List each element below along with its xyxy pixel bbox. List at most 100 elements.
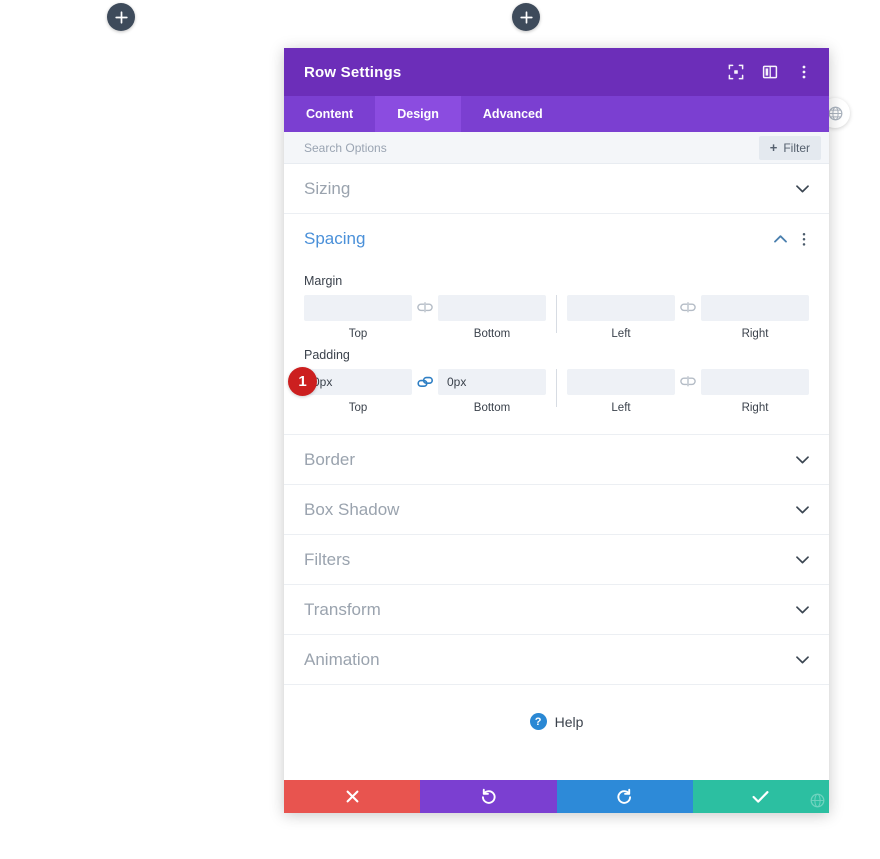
section-toggle-transform[interactable]: Transform	[284, 585, 829, 635]
modal-header: Row Settings	[284, 48, 829, 96]
margin-top-input[interactable]	[304, 295, 412, 321]
broken-link-icon	[417, 302, 433, 313]
tab-content[interactable]: Content	[306, 107, 354, 121]
padding-link-left-right-toggle[interactable]	[675, 369, 701, 395]
section-toggle-animation[interactable]: Animation	[284, 635, 829, 685]
plus-icon	[519, 10, 533, 24]
globe-icon	[828, 106, 842, 120]
padding-left-input[interactable]	[567, 369, 675, 395]
padding-link-top-bottom-toggle[interactable]	[412, 369, 438, 395]
margin-link-top-bottom-toggle[interactable]	[412, 295, 438, 321]
header-icon-group	[727, 63, 813, 81]
chevron-down-icon	[795, 503, 809, 517]
padding-right-cell: Right	[701, 369, 809, 414]
margin-bottom-input[interactable]	[438, 295, 546, 321]
padding-divider	[556, 369, 557, 407]
margin-top-bottom-group: Top Bottom	[304, 295, 546, 340]
modal-tabbar: Content Design Advanced	[284, 96, 829, 132]
chevron-down-icon	[795, 453, 809, 467]
section-toggle-sizing[interactable]: Sizing	[284, 164, 829, 214]
margin-right-input[interactable]	[701, 295, 809, 321]
modal-body[interactable]: Sizing Spacing	[284, 164, 829, 780]
padding-right-input[interactable]	[701, 369, 809, 395]
search-bar: + Filter	[284, 132, 829, 164]
padding-top-input[interactable]	[304, 369, 412, 395]
margin-right-sublabel: Right	[741, 328, 769, 340]
redo-icon	[617, 788, 632, 804]
padding-top-sublabel: Top	[348, 402, 368, 414]
undo-button[interactable]	[420, 780, 557, 813]
help-link[interactable]: Help	[554, 713, 584, 730]
check-icon	[752, 790, 769, 803]
plus-icon	[114, 10, 128, 24]
globe-icon	[810, 793, 824, 807]
add-section-button-middle[interactable]	[512, 3, 540, 31]
chevron-down-icon	[795, 603, 809, 617]
section-title-sizing: Sizing	[304, 178, 351, 198]
chevron-up-icon[interactable]	[773, 232, 787, 246]
question-mark-icon[interactable]: ?	[529, 713, 547, 730]
filter-button[interactable]: + Filter	[758, 135, 821, 160]
chevron-down-icon	[795, 553, 809, 567]
focus-mode-icon[interactable]	[727, 63, 745, 81]
section-title-box-shadow: Box Shadow	[304, 499, 400, 519]
margin-left-right-group: Left Right	[567, 295, 809, 340]
padding-bottom-cell: Bottom	[438, 369, 546, 414]
margin-top-cell: Top	[304, 295, 412, 340]
margin-left-input[interactable]	[567, 295, 675, 321]
padding-bottom-sublabel: Bottom	[473, 402, 511, 414]
page-title: Row Settings	[304, 63, 402, 81]
globe-helper-bottom[interactable]	[802, 785, 832, 815]
section-head-icon-group	[773, 232, 811, 246]
step-badge-1: 1	[288, 367, 317, 396]
section-title-animation: Animation	[304, 649, 380, 669]
padding-top-cell: Top	[304, 369, 412, 414]
padding-label: Padding	[304, 348, 350, 362]
focus-target-icon	[728, 64, 744, 80]
cancel-button[interactable]	[284, 780, 421, 813]
search-input[interactable]	[304, 140, 759, 155]
margin-divider	[556, 295, 557, 333]
margin-left-sublabel: Left	[611, 328, 631, 340]
tab-design[interactable]: Design	[375, 96, 461, 132]
plus-icon: +	[769, 140, 778, 155]
redo-button[interactable]	[556, 780, 693, 813]
chevron-down-icon	[795, 182, 809, 196]
section-title-border: Border	[304, 449, 356, 469]
section-toggle-box-shadow[interactable]: Box Shadow	[284, 485, 829, 535]
kebab-menu-icon	[802, 65, 806, 79]
broken-link-icon	[680, 376, 696, 387]
save-button[interactable]	[692, 780, 829, 813]
row-settings-modal: Row Settings	[284, 48, 829, 813]
section-spacing: Spacing	[284, 214, 829, 435]
padding-left-sublabel: Left	[611, 402, 631, 414]
panel-layout-icon[interactable]	[761, 63, 779, 81]
margin-link-left-right-toggle[interactable]	[675, 295, 701, 321]
more-options-icon[interactable]	[795, 63, 813, 81]
padding-right-sublabel: Right	[741, 402, 769, 414]
margin-row: Top Bottom	[304, 295, 809, 340]
section-toggle-filters[interactable]: Filters	[284, 535, 829, 585]
section-toggle-border[interactable]: Border	[284, 435, 829, 485]
padding-row: 1 Top	[288, 367, 809, 414]
padding-bottom-input[interactable]	[438, 369, 546, 395]
section-toggle-spacing[interactable]: Spacing	[284, 214, 829, 264]
add-section-button-left[interactable]	[107, 3, 135, 31]
section-title-filters: Filters	[304, 549, 351, 569]
broken-link-icon	[680, 302, 696, 313]
margin-top-sublabel: Top	[348, 328, 368, 340]
undo-icon	[481, 788, 496, 804]
x-icon	[346, 790, 359, 803]
margin-bottom-sublabel: Bottom	[473, 328, 511, 340]
margin-bottom-cell: Bottom	[438, 295, 546, 340]
section-title-spacing: Spacing	[304, 229, 366, 248]
tab-advanced[interactable]: Advanced	[482, 107, 543, 121]
spacing-fields: Margin Top	[284, 264, 829, 434]
chevron-down-icon	[795, 653, 809, 667]
padding-top-bottom-group: Top Bottom	[304, 369, 546, 414]
padding-left-right-group: Left Right	[567, 369, 809, 414]
section-kebab-menu-icon[interactable]	[797, 232, 811, 246]
help-row: ? Help	[284, 685, 829, 770]
filter-button-label: Filter	[783, 140, 810, 155]
